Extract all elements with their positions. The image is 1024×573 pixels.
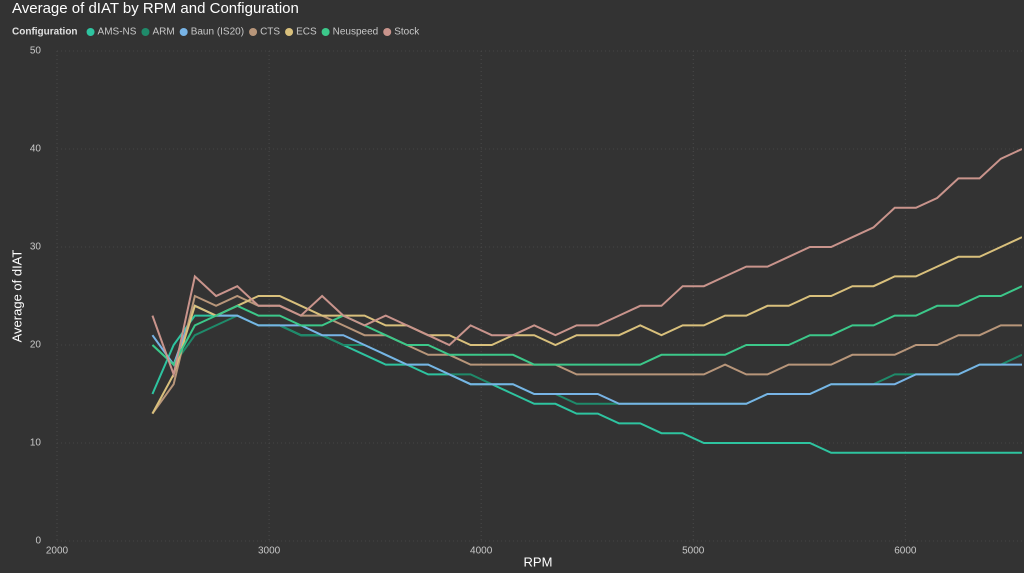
- y-tick-label: 50: [30, 46, 42, 57]
- legend-marker: [179, 28, 188, 36]
- x-axis-title: RPM: [524, 554, 553, 569]
- legend: Configuration AMS-NS ARM Baun (IS20) CTS ECS N…: [12, 27, 420, 38]
- chart-title: Average of dIAT by RPM and Configuration: [12, 0, 299, 17]
- legend-label: Stock: [394, 27, 420, 38]
- series-line: [151, 236, 1022, 415]
- legend-marker: [321, 28, 330, 36]
- legend-label: Neuspeed: [333, 27, 379, 38]
- series-line: [151, 314, 1022, 405]
- legend-marker: [86, 28, 95, 36]
- y-tick-label: 10: [30, 438, 42, 449]
- legend-label: Baun (IS20): [191, 27, 244, 38]
- x-tick-label: 2000: [46, 546, 69, 557]
- legend-label: ECS: [296, 27, 317, 38]
- y-tick-label: 0: [35, 536, 41, 547]
- legend-marker: [285, 28, 294, 36]
- x-tick-label: 3000: [258, 546, 281, 557]
- series-line: [151, 304, 1022, 405]
- y-tick-label: 30: [30, 242, 42, 253]
- x-tick-label: 6000: [894, 546, 917, 557]
- y-axis-title: Average of dIAT: [9, 250, 24, 343]
- y-tick-label: 20: [30, 340, 42, 351]
- series-line: [151, 285, 1022, 367]
- series-line: [151, 294, 1022, 415]
- x-tick-label: 4000: [470, 546, 493, 557]
- legend-marker: [141, 28, 150, 36]
- legend-marker: [249, 28, 258, 36]
- legend-label: CTS: [260, 27, 280, 38]
- y-tick-label: 40: [30, 144, 42, 155]
- legend-marker: [383, 28, 392, 36]
- x-tick-label: 5000: [682, 546, 705, 557]
- legend-title: Configuration: [12, 27, 78, 38]
- series-line: [151, 148, 1022, 379]
- legend-label: AMS-NS: [98, 27, 137, 38]
- legend-label: ARM: [152, 27, 174, 38]
